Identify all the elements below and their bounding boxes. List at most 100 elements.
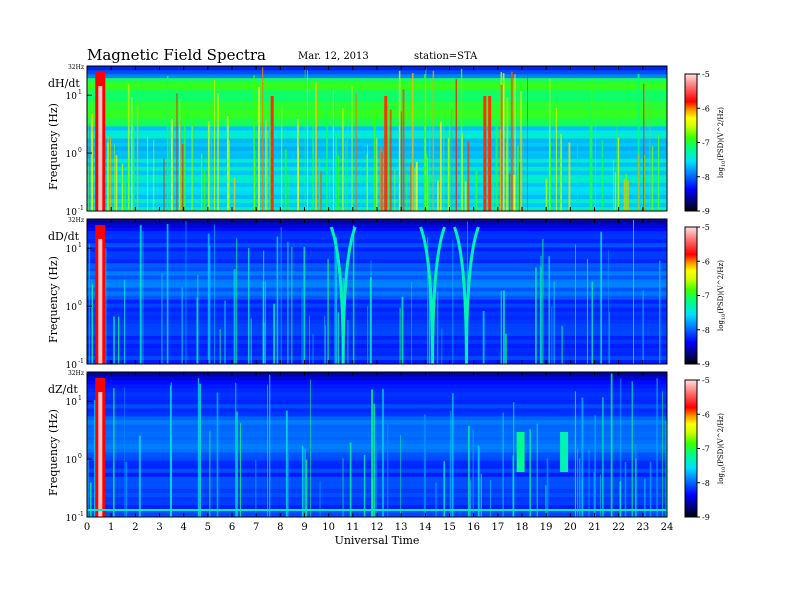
x-tick-label: 16 [467, 522, 480, 533]
y-tick-label: 10 [66, 245, 78, 255]
spectrogram-burst [375, 441, 377, 517]
spectrogram-burst [513, 174, 516, 211]
spectrogram-band [87, 247, 667, 252]
spectrogram-band [87, 347, 667, 353]
spectrogram-burst [589, 97, 592, 211]
y-tick-exponent: 0 [78, 453, 82, 460]
spectrogram-burst [199, 383, 202, 517]
colorbar-gradient [684, 73, 698, 212]
x-tick-label: 5 [205, 522, 211, 533]
spectrogram-band [87, 74, 667, 79]
spectrogram-burst [464, 181, 467, 211]
spectrogram-band [87, 496, 667, 502]
spectrogram-band [87, 70, 667, 75]
spectrogram-band [87, 110, 667, 115]
spectrogram-burst [514, 74, 516, 212]
spectrogram-burst [609, 312, 610, 364]
x-tick-label: 17 [491, 522, 504, 533]
spectrogram-burst [287, 241, 289, 364]
spectrogram-band [87, 90, 667, 95]
spectrogram-burst [248, 247, 250, 364]
spectrogram-burst [217, 93, 219, 211]
spectrogram-burst [429, 122, 431, 211]
spectrogram-burst [477, 445, 480, 517]
spectrogram-burst [337, 312, 340, 364]
spectrogram-burst [269, 96, 272, 211]
spectrogram-burst [593, 471, 595, 517]
spectrogram-burst [224, 300, 226, 364]
spectrogram-burst [624, 462, 627, 517]
spectrogram-burst [182, 143, 184, 211]
spectrogram-burst [258, 87, 260, 211]
spectrogram-burst [117, 316, 120, 364]
spectrogram-burst [200, 153, 203, 211]
colorbar: -5 -6 -7 -8 -9 log10(PSD)(V^2/Hz) [684, 223, 727, 369]
x-tick-label: 22 [612, 522, 625, 533]
spectrogram-burst [480, 473, 482, 517]
spectrogram-burst [642, 290, 644, 364]
spectrogram-burst [549, 140, 552, 211]
spectrogram-burst [114, 144, 115, 211]
spectrogram-band [87, 343, 667, 349]
spectrogram-burst [197, 274, 199, 364]
spectrogram-burst [441, 328, 443, 364]
spectrogram-burst [138, 435, 141, 517]
colorbar-gradient [684, 379, 698, 518]
spectrogram-burst [265, 120, 267, 211]
date-label: Mar. 12, 2013 [298, 51, 369, 62]
y-axis-label: Frequency (Hz) [47, 409, 60, 496]
spectrogram-burst [342, 108, 344, 211]
spectrogram-event [98, 239, 103, 364]
x-tick-label: 13 [395, 522, 408, 533]
spectrogram-burst [613, 159, 615, 211]
spectrogram-burst [502, 412, 504, 517]
spectrogram-burst [329, 171, 331, 211]
spectrogram-burst [500, 84, 503, 211]
spectrogram-burst [510, 71, 513, 212]
spectrogram-band [87, 287, 667, 292]
spectrogram-band [87, 396, 667, 401]
spectrogram-event [516, 432, 525, 472]
spectrogram-burst [266, 130, 268, 211]
spectrogram-band [87, 263, 667, 268]
spectrogram-burst [276, 236, 279, 364]
spectrogram-burst [460, 68, 463, 211]
spectrogram-burst [619, 481, 622, 517]
spectrogram-burst [280, 227, 282, 364]
spectrogram-burst [591, 281, 594, 364]
spectrogram-burst [594, 415, 596, 517]
spectrogram-burst [443, 102, 445, 211]
spectrogram-band [87, 319, 667, 325]
x-axis-label: Universal Time [335, 534, 420, 547]
spectrogram-burst [355, 93, 357, 211]
spectrogram-burst [548, 256, 551, 364]
colorbar-tick-label: -8 [702, 326, 710, 335]
spectrogram-burst [166, 223, 169, 364]
spectrogram-burst [616, 107, 618, 211]
spectrogram-band [87, 307, 667, 313]
spectrogram-burst [635, 458, 637, 517]
spectrogram-band [87, 271, 667, 276]
spectrogram-burst [643, 83, 645, 211]
x-tick-label: 7 [253, 522, 259, 533]
spectrogram-band [87, 492, 667, 498]
spectrogram-band [87, 408, 667, 413]
spectrogram-burst [363, 455, 366, 517]
spectrogram-burst [490, 480, 491, 517]
spectrogram-burst [574, 391, 577, 517]
spectrogram-burst [219, 329, 221, 364]
x-tick-label: 21 [588, 522, 601, 533]
spectrogram-burst [638, 153, 640, 211]
x-tick-label: 12 [371, 522, 384, 533]
spectrogram-burst [389, 109, 392, 211]
spectrogram-burst [625, 173, 628, 211]
spectrogram-band [87, 384, 667, 389]
spectrogram-burst [548, 78, 551, 212]
spectrogram-burst [131, 97, 133, 211]
y-tick-exponent: -1 [78, 358, 84, 365]
spectrogram-burst [536, 423, 538, 517]
panel-label: dH/dt [48, 77, 80, 90]
spectrogram-burst [367, 306, 369, 364]
spectrogram-burst [432, 70, 435, 211]
